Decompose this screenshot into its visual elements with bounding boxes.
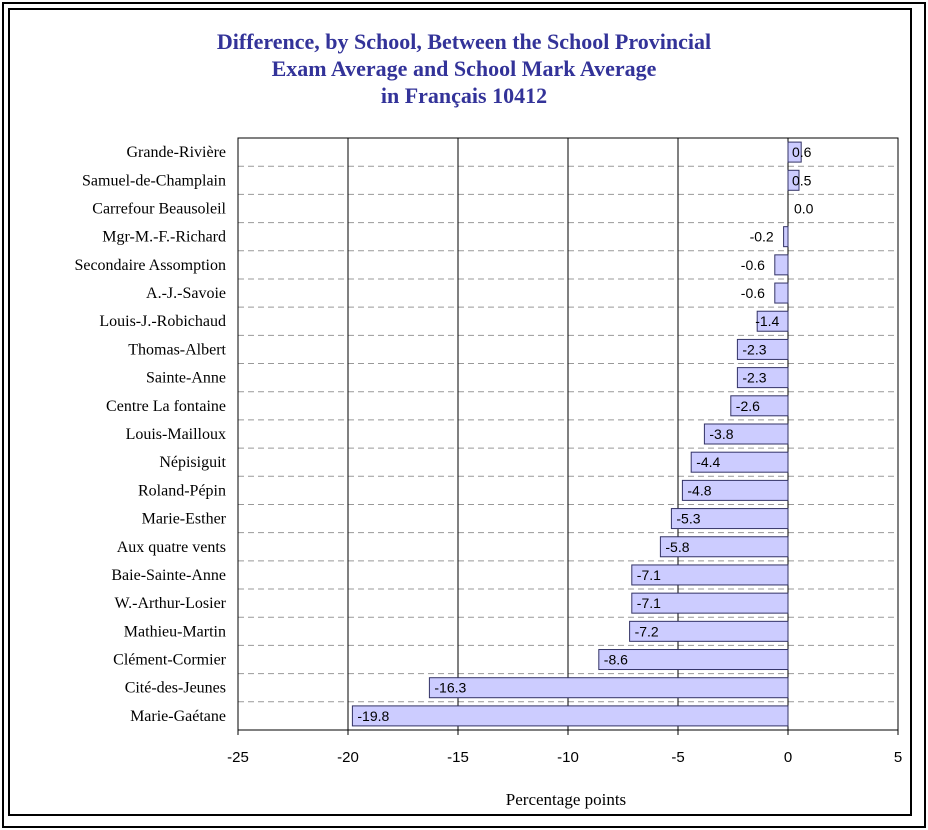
category-label: Louis-Mailloux <box>126 426 226 443</box>
bar <box>428 677 789 699</box>
bar <box>629 620 789 642</box>
bar <box>774 254 789 276</box>
bar <box>756 310 789 332</box>
category-label: Mgr-M.-F.-Richard <box>102 229 226 246</box>
data-label: -3.8 <box>709 426 733 442</box>
data-label: -7.2 <box>635 623 659 639</box>
bar <box>783 226 789 248</box>
bar <box>787 169 800 191</box>
data-label: 0.5 <box>792 172 812 188</box>
category-label: Carrefour Beausoleil <box>92 200 226 217</box>
x-tick-label: -25 <box>227 749 249 766</box>
category-label: Grande-Rivière <box>126 144 226 161</box>
bar <box>670 508 789 530</box>
data-label: -2.6 <box>736 398 760 414</box>
category-label: Cité-des-Jeunes <box>125 680 226 697</box>
data-label: -5.8 <box>665 539 689 555</box>
category-label: Aux quatre vents <box>117 539 226 556</box>
bar <box>703 423 789 445</box>
bar <box>631 592 789 614</box>
data-label: 0.0 <box>794 200 814 216</box>
x-axis-title: Percentage points <box>506 790 626 809</box>
bar <box>659 536 789 558</box>
inner-frame <box>8 8 912 816</box>
category-label: Secondaire Assomption <box>74 257 226 274</box>
data-label: -7.1 <box>637 567 661 583</box>
category-label: Samuel-de-Champlain <box>82 172 226 189</box>
category-label: Baie-Sainte-Anne <box>111 567 226 584</box>
data-label: -4.4 <box>696 454 720 470</box>
category-label: Thomas-Albert <box>128 341 226 358</box>
x-tick-label: -20 <box>337 749 359 766</box>
category-label: Roland-Pépin <box>138 482 226 499</box>
chart-title: Difference, by School, Between the Schoo… <box>0 28 928 109</box>
bar <box>598 649 789 671</box>
data-label: -4.8 <box>687 482 711 498</box>
chart-title-line-3: in Français 10412 <box>380 83 548 108</box>
category-label: Mathieu-Martin <box>124 623 226 640</box>
data-label: -0.6 <box>741 285 765 301</box>
bar <box>681 479 789 501</box>
category-label: W.-Arthur-Losier <box>115 595 227 612</box>
data-label: -0.2 <box>750 229 774 245</box>
data-label: -7.1 <box>637 595 661 611</box>
data-label: -16.3 <box>434 680 466 696</box>
x-tick-label: 5 <box>894 749 902 766</box>
data-label: -2.3 <box>742 370 766 386</box>
x-tick-label: -10 <box>557 749 579 766</box>
category-label: Clément-Cormier <box>113 652 227 669</box>
category-label: Marie-Esther <box>142 511 227 528</box>
category-label: Sainte-Anne <box>146 370 226 387</box>
data-label: -2.3 <box>742 341 766 357</box>
data-label: 0.6 <box>792 144 812 160</box>
bar <box>774 282 789 304</box>
chart-title-line-1: Difference, by School, Between the Schoo… <box>216 29 712 54</box>
bar <box>736 338 789 360</box>
bar <box>736 367 789 389</box>
x-tick-label: 0 <box>784 749 792 766</box>
bar <box>351 705 789 727</box>
bar <box>631 564 789 586</box>
category-label: Centre La fontaine <box>106 398 226 415</box>
data-label: -19.8 <box>357 708 389 724</box>
bar <box>690 451 789 473</box>
chart-title-line-2: Exam Average and School Mark Average <box>271 56 657 81</box>
bar <box>787 141 802 163</box>
data-label: -5.3 <box>676 511 700 527</box>
data-label: -0.6 <box>741 257 765 273</box>
data-label: -1.4 <box>755 313 779 329</box>
category-label: A.-J.-Savoie <box>146 285 226 302</box>
category-label: Marie-Gaétane <box>130 708 226 725</box>
bar <box>730 395 789 417</box>
category-label: Louis-J.-Robichaud <box>99 313 226 330</box>
x-tick-label: -15 <box>447 749 469 766</box>
x-tick-label: -5 <box>671 749 684 766</box>
data-label: -8.6 <box>604 652 628 668</box>
category-label: Népisiguit <box>159 454 226 471</box>
